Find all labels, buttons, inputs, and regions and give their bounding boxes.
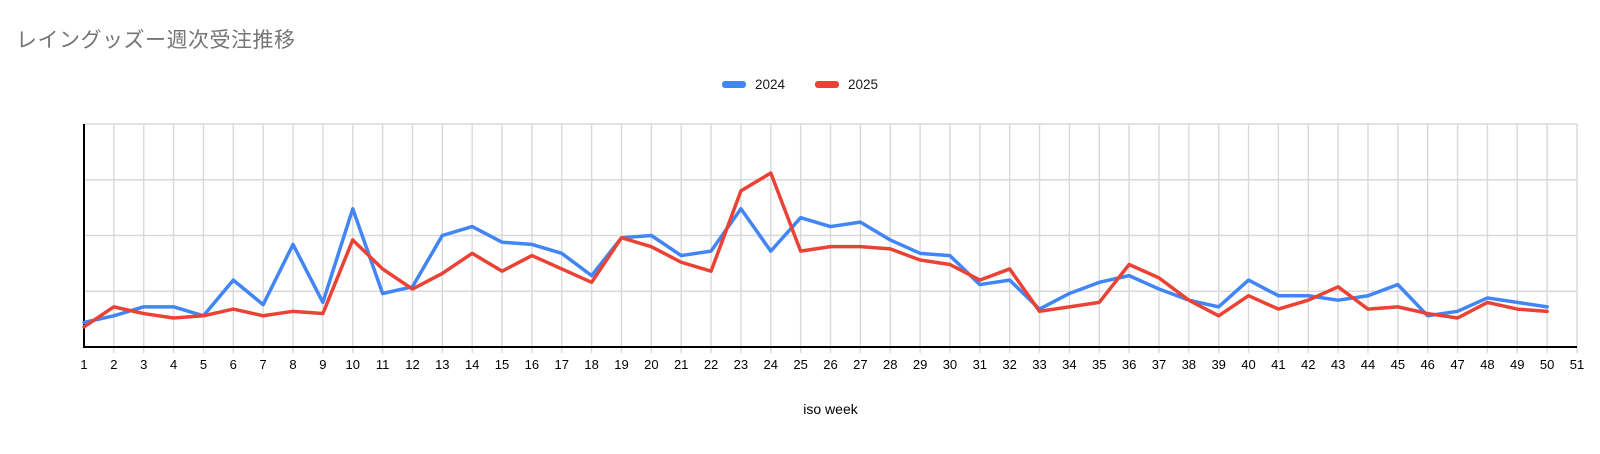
x-tick-label: 34 [1062, 357, 1076, 372]
x-tick-label: 3 [140, 357, 147, 372]
x-tick-label: 21 [674, 357, 688, 372]
x-tick-label: 15 [495, 357, 509, 372]
x-tick-label: 30 [943, 357, 957, 372]
x-tick-label: 26 [823, 357, 837, 372]
x-tick-label: 13 [435, 357, 449, 372]
x-tick-label: 48 [1480, 357, 1494, 372]
x-tick-label: 2 [110, 357, 117, 372]
x-tick-label: 50 [1540, 357, 1554, 372]
x-tick-label: 4 [170, 357, 177, 372]
legend-swatch-2024 [721, 80, 746, 88]
legend: 2024 2025 [0, 75, 1600, 93]
x-tick-label: 7 [260, 357, 267, 372]
x-tick-label: 51 [1570, 357, 1584, 372]
x-tick-label: 39 [1211, 357, 1225, 372]
x-tick-label: 18 [584, 357, 598, 372]
x-tick-label: 46 [1420, 357, 1434, 372]
x-tick-label: 42 [1301, 357, 1315, 372]
x-tick-label: 10 [346, 357, 360, 372]
x-tick-label: 24 [764, 357, 778, 372]
x-tick-label: 36 [1122, 357, 1136, 372]
chart-title: レイングッズー週次受注推移 [16, 29, 296, 52]
x-tick-label: 1 [80, 357, 87, 372]
x-tick-label: 47 [1450, 357, 1464, 372]
x-tick-label: 45 [1391, 357, 1405, 372]
x-tick-label: 27 [853, 357, 867, 372]
series-line-2024 [82, 206, 1549, 325]
x-tick-label: 32 [1002, 357, 1016, 372]
x-tick-label: 9 [319, 357, 326, 372]
legend-swatch-2025 [815, 80, 839, 88]
legend-label: 2025 [848, 76, 879, 92]
x-tick-label: 28 [883, 357, 897, 372]
x-tick-label: 33 [1032, 357, 1046, 372]
series-line-2025 [82, 171, 1549, 329]
x-tick-label: 40 [1241, 357, 1255, 372]
legend-label: 2024 [754, 76, 785, 92]
x-tick-label: 44 [1361, 357, 1375, 372]
x-tick-label: 6 [230, 357, 237, 372]
legend-item-2024: 2024 [721, 76, 785, 92]
x-tick-label: 14 [465, 357, 479, 372]
x-tick-label: 19 [614, 357, 628, 372]
x-tick-label: 8 [289, 357, 296, 372]
x-tick-label: 49 [1510, 357, 1524, 372]
x-tick-label: 29 [913, 357, 927, 372]
legend-item-2025: 2025 [815, 77, 878, 92]
x-tick-label: 23 [734, 357, 748, 372]
x-tick-label: 41 [1271, 357, 1285, 372]
x-tick-label: 31 [973, 357, 987, 372]
x-tick-label: 38 [1182, 357, 1196, 372]
x-tick-label: 37 [1152, 357, 1166, 372]
x-tick-label: 5 [200, 357, 207, 372]
x-tick-label: 17 [555, 357, 569, 372]
x-tick-label: 22 [704, 357, 718, 372]
x-tick-label: 11 [376, 357, 390, 372]
x-tick-label: 35 [1092, 357, 1106, 372]
x-tick-label: 43 [1331, 357, 1345, 372]
x-tick-label: 12 [405, 357, 419, 372]
x-tick-label: 20 [644, 357, 658, 372]
x-axis-title: iso week [803, 401, 858, 417]
x-tick-label: 25 [793, 357, 807, 372]
x-tick-label: 16 [525, 357, 539, 372]
